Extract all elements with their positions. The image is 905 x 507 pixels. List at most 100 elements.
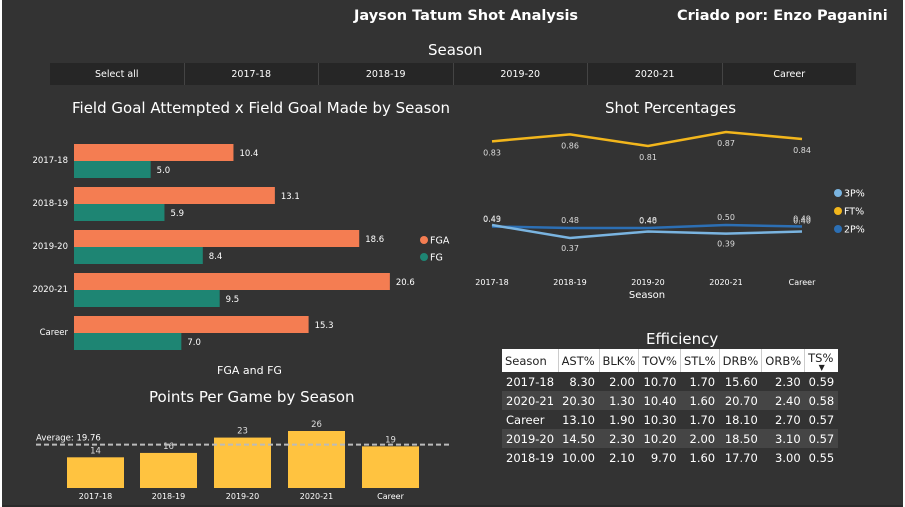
slicer-option-2018-19[interactable]: 2018-19 [319, 63, 454, 85]
table-cell: 10.20 [638, 429, 681, 448]
fg-bar [74, 333, 182, 350]
table-cell: 13.10 [558, 410, 599, 429]
slicer-option-select-all[interactable]: Select all [50, 63, 185, 85]
table-row[interactable]: 2018-19 10.00 2.10 9.70 1.60 17.70 3.00 0.55 [502, 448, 839, 467]
table-cell: 8.30 [558, 372, 599, 391]
fg-bar [74, 161, 151, 178]
ppg-bar [362, 446, 419, 488]
fga-value-label: 15.3 [315, 321, 334, 331]
table-row[interactable]: 2020-21 20.30 1.30 10.40 1.60 20.70 2.40 0.58 [502, 391, 839, 410]
ft-pct-data-label: 0.83 [483, 148, 501, 157]
ppg-chart: 14 2017-18 16 2018-19 23 2019-20 26 2020-21 19 Ca… [36, 420, 450, 501]
table-cell: 2.70 [761, 410, 805, 429]
table-header-row: Season AST% BLK% TOV% STL% DRB% ORB% TS%… [502, 349, 839, 372]
table-cell: 2020-21 [502, 391, 559, 410]
column-header-orb[interactable]: ORB% [761, 349, 806, 372]
ppg-bar [140, 452, 197, 488]
column-header-drb[interactable]: DRB% [719, 349, 763, 372]
x-tick-label: 2020-21 [300, 492, 333, 501]
table-row[interactable]: 2017-18 8.30 2.00 10.70 1.70 15.60 2.30 0.59 [502, 372, 839, 391]
legend-fg-label: FG [430, 253, 443, 264]
table-cell: 2.00 [599, 372, 639, 391]
table-cell: 1.60 [680, 448, 720, 467]
fga-bar [74, 316, 309, 333]
fga-value-label: 13.1 [281, 192, 300, 202]
2p-pct-data-label: 0.49 [483, 215, 501, 224]
column-header-ts-label: TS% [808, 350, 834, 365]
table-cell: 10.00 [558, 448, 599, 467]
table-cell: Career [502, 410, 559, 429]
table-row[interactable]: 2019-20 14.50 2.30 10.20 2.00 18.50 3.10 0.57 [502, 429, 839, 448]
fg-chart: 2017-18 10.4 5.0 2018-19 13.1 5.9 2019-20 18.6 8… [32, 144, 450, 350]
fga-bar [74, 187, 275, 204]
fga-bar [74, 144, 234, 161]
legend-2p-label: 2P% [844, 225, 865, 236]
ppg-value-label: 26 [311, 420, 322, 430]
slicer-option-2020-21[interactable]: 2020-21 [588, 63, 723, 85]
2p-pct-data-label: 0.48 [639, 216, 657, 225]
slicer-option-career[interactable]: Career [722, 63, 856, 85]
fga-value-label: 20.6 [396, 278, 415, 288]
ppg-chart-title: Points Per Game by Season [149, 388, 355, 406]
ppg-value-label: 23 [237, 427, 248, 437]
table-cell: 18.10 [719, 410, 762, 429]
column-header-stl[interactable]: STL% [680, 349, 720, 372]
ppg-value-label: 14 [90, 446, 101, 456]
column-header-ast[interactable]: AST% [558, 349, 600, 372]
column-header-blk[interactable]: BLK% [599, 349, 640, 372]
2p-pct-data-label: 0.48 [561, 216, 579, 225]
column-header-ts[interactable]: TS% ▼ [804, 349, 839, 372]
ppg-bar [288, 431, 345, 488]
table-cell: 2.30 [599, 429, 639, 448]
fg-value-label: 9.5 [226, 295, 240, 305]
table-cell: 1.70 [680, 372, 720, 391]
3p-pct-line [491, 223, 803, 240]
table-cell: 0.55 [804, 448, 839, 467]
x-tick-label: 2019-20 [226, 492, 259, 501]
table-cell: 10.70 [638, 372, 681, 391]
season-slicer-title: Season [428, 41, 483, 59]
table-cell: 0.57 [804, 410, 839, 429]
slicer-option-2017-18[interactable]: 2017-18 [184, 63, 319, 85]
fg-chart-footer: FGA and FG [217, 364, 282, 377]
table-cell: 2.40 [761, 391, 805, 410]
slicer-option-2019-20[interactable]: 2019-20 [453, 63, 588, 85]
ppg-value-label: 19 [385, 435, 396, 445]
fg-bar [74, 204, 165, 221]
y-tick-label: 2018-19 [32, 199, 68, 209]
table-row[interactable]: Career 13.10 1.90 10.30 1.70 18.10 2.70 0.57 [502, 410, 839, 429]
y-tick-label: 2020-21 [32, 285, 68, 295]
fg-value-label: 7.0 [187, 338, 201, 348]
fga-value-label: 10.4 [239, 149, 258, 159]
ft-pct-data-label: 0.86 [561, 141, 579, 150]
table-cell: 3.00 [761, 448, 805, 467]
author-credit: Criado por: Enzo Paganini [677, 8, 888, 24]
table-cell: 20.70 [719, 391, 762, 410]
table-cell: 10.30 [638, 410, 681, 429]
legend-3p-label: 3P% [844, 189, 865, 200]
x-tick-label: 2017-18 [475, 278, 508, 287]
x-tick-label: 2018-19 [152, 492, 185, 501]
dashboard-title: Jayson Tatum Shot Analysis [354, 8, 579, 24]
table-cell: 15.60 [719, 372, 762, 391]
fg-bar [74, 247, 203, 264]
table-cell: 18.50 [719, 429, 762, 448]
fga-value-label: 18.6 [365, 235, 384, 245]
table-cell: 14.50 [558, 429, 599, 448]
column-header-tov[interactable]: TOV% [638, 349, 681, 372]
x-tick-label: Career [377, 492, 404, 501]
fg-chart-title: Field Goal Attempted x Field Goal Made b… [72, 99, 451, 117]
x-tick-label: 2019-20 [631, 278, 664, 287]
2p-pct-data-label: 0.50 [717, 213, 735, 222]
x-tick-label: 2017-18 [79, 492, 112, 501]
ft-pct-data-label: 0.87 [717, 139, 735, 148]
efficiency-title: Efficiency [646, 330, 719, 348]
column-header-season[interactable]: Season [502, 349, 559, 372]
table-cell: 1.60 [680, 391, 720, 410]
shot-chart-title: Shot Percentages [605, 99, 737, 117]
legend-ft-marker [834, 207, 842, 215]
ppg-bar [67, 457, 124, 488]
table-cell: 2.10 [599, 448, 639, 467]
x-tick-label: 2018-19 [553, 278, 586, 287]
